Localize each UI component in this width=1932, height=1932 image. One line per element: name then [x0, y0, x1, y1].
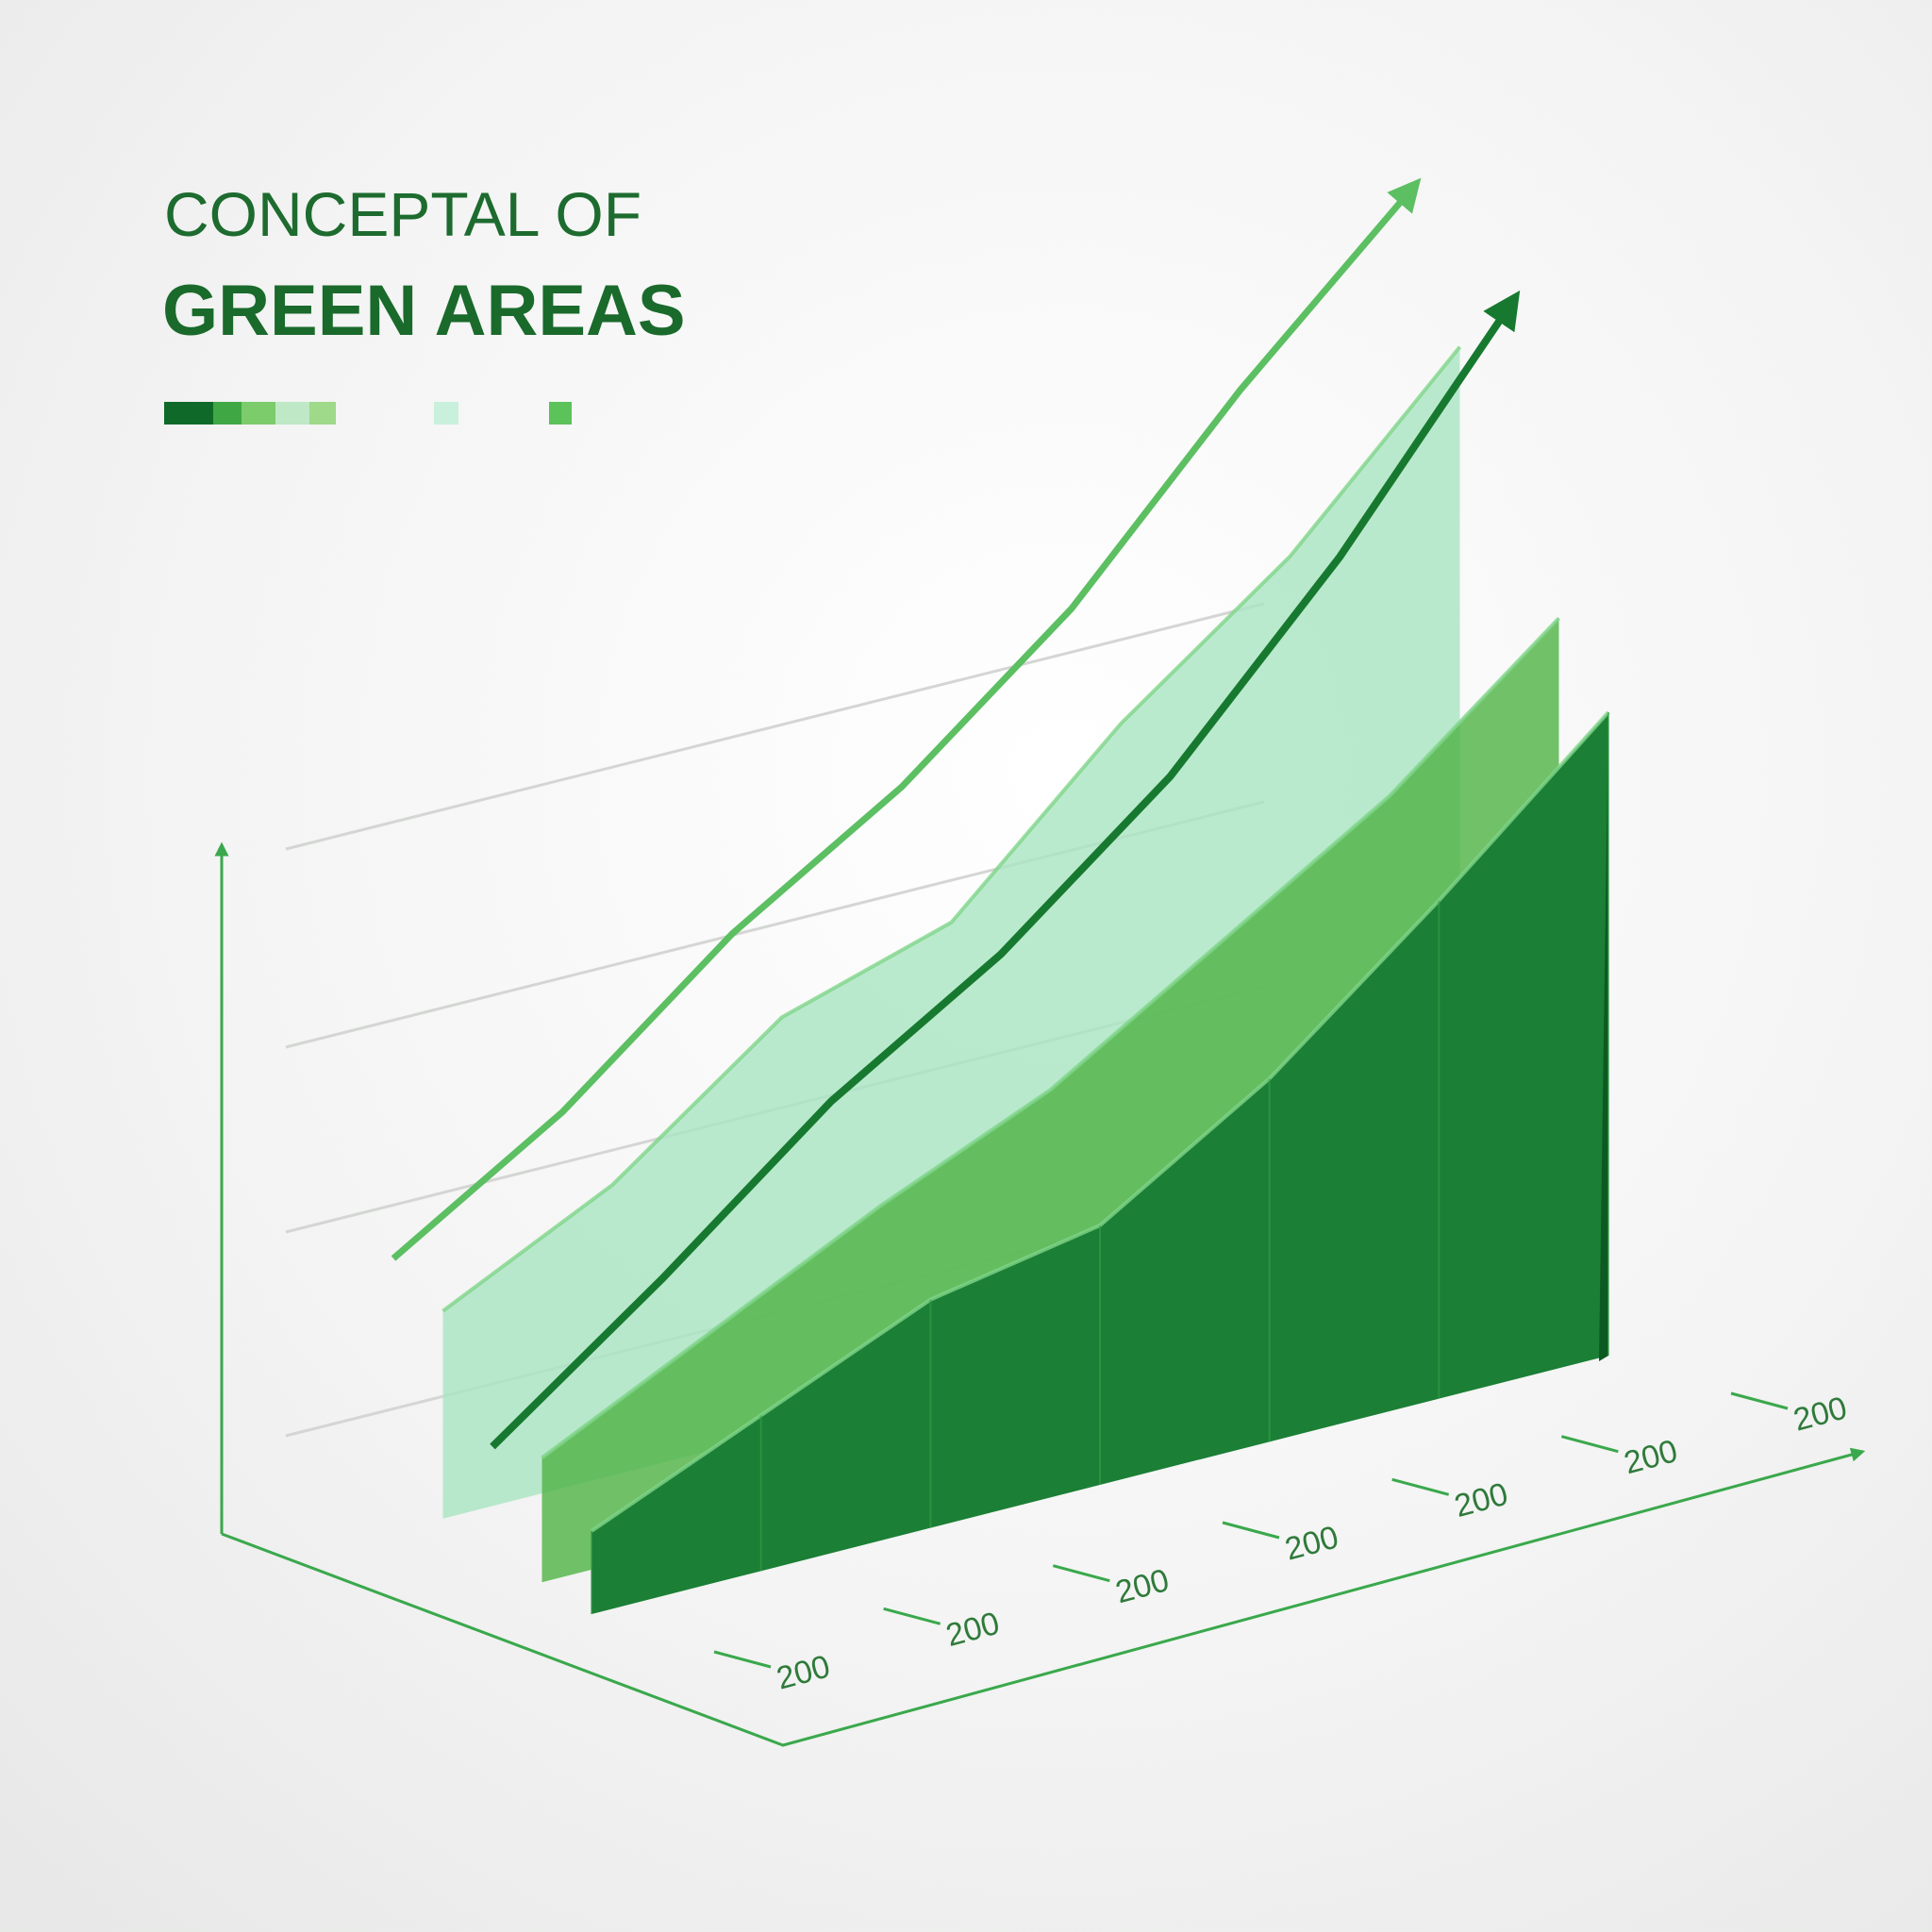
x-tick: [1391, 1477, 1450, 1496]
x-tick: [1222, 1521, 1280, 1540]
area: [591, 712, 1608, 1614]
x-tick-label: 200: [1112, 1562, 1174, 1610]
area-edge: [441, 345, 1462, 1313]
area-side: [1599, 712, 1608, 1361]
line: [490, 290, 1521, 1450]
x-tick-label: 200: [1451, 1476, 1512, 1524]
area-edge: [541, 616, 1560, 1459]
x-tick-label: 200: [1281, 1519, 1342, 1567]
x-tick-label: 200: [942, 1606, 1004, 1654]
chart-subtitle: GREEN AREAS: [162, 271, 686, 351]
x-tick: [883, 1607, 941, 1625]
x-tick: [713, 1650, 772, 1669]
x-tick: [1730, 1391, 1789, 1410]
x-tick-label: 200: [1621, 1433, 1682, 1481]
x-tick-label: 200: [773, 1648, 834, 1696]
line: [391, 177, 1422, 1261]
x-tick-label: 200: [1790, 1390, 1851, 1438]
x-tick: [1052, 1564, 1110, 1583]
axes: [214, 841, 1866, 1747]
chart-title: CONCEPTAL OF: [164, 179, 641, 249]
palette: [164, 402, 572, 425]
x-tick: [1560, 1435, 1619, 1454]
